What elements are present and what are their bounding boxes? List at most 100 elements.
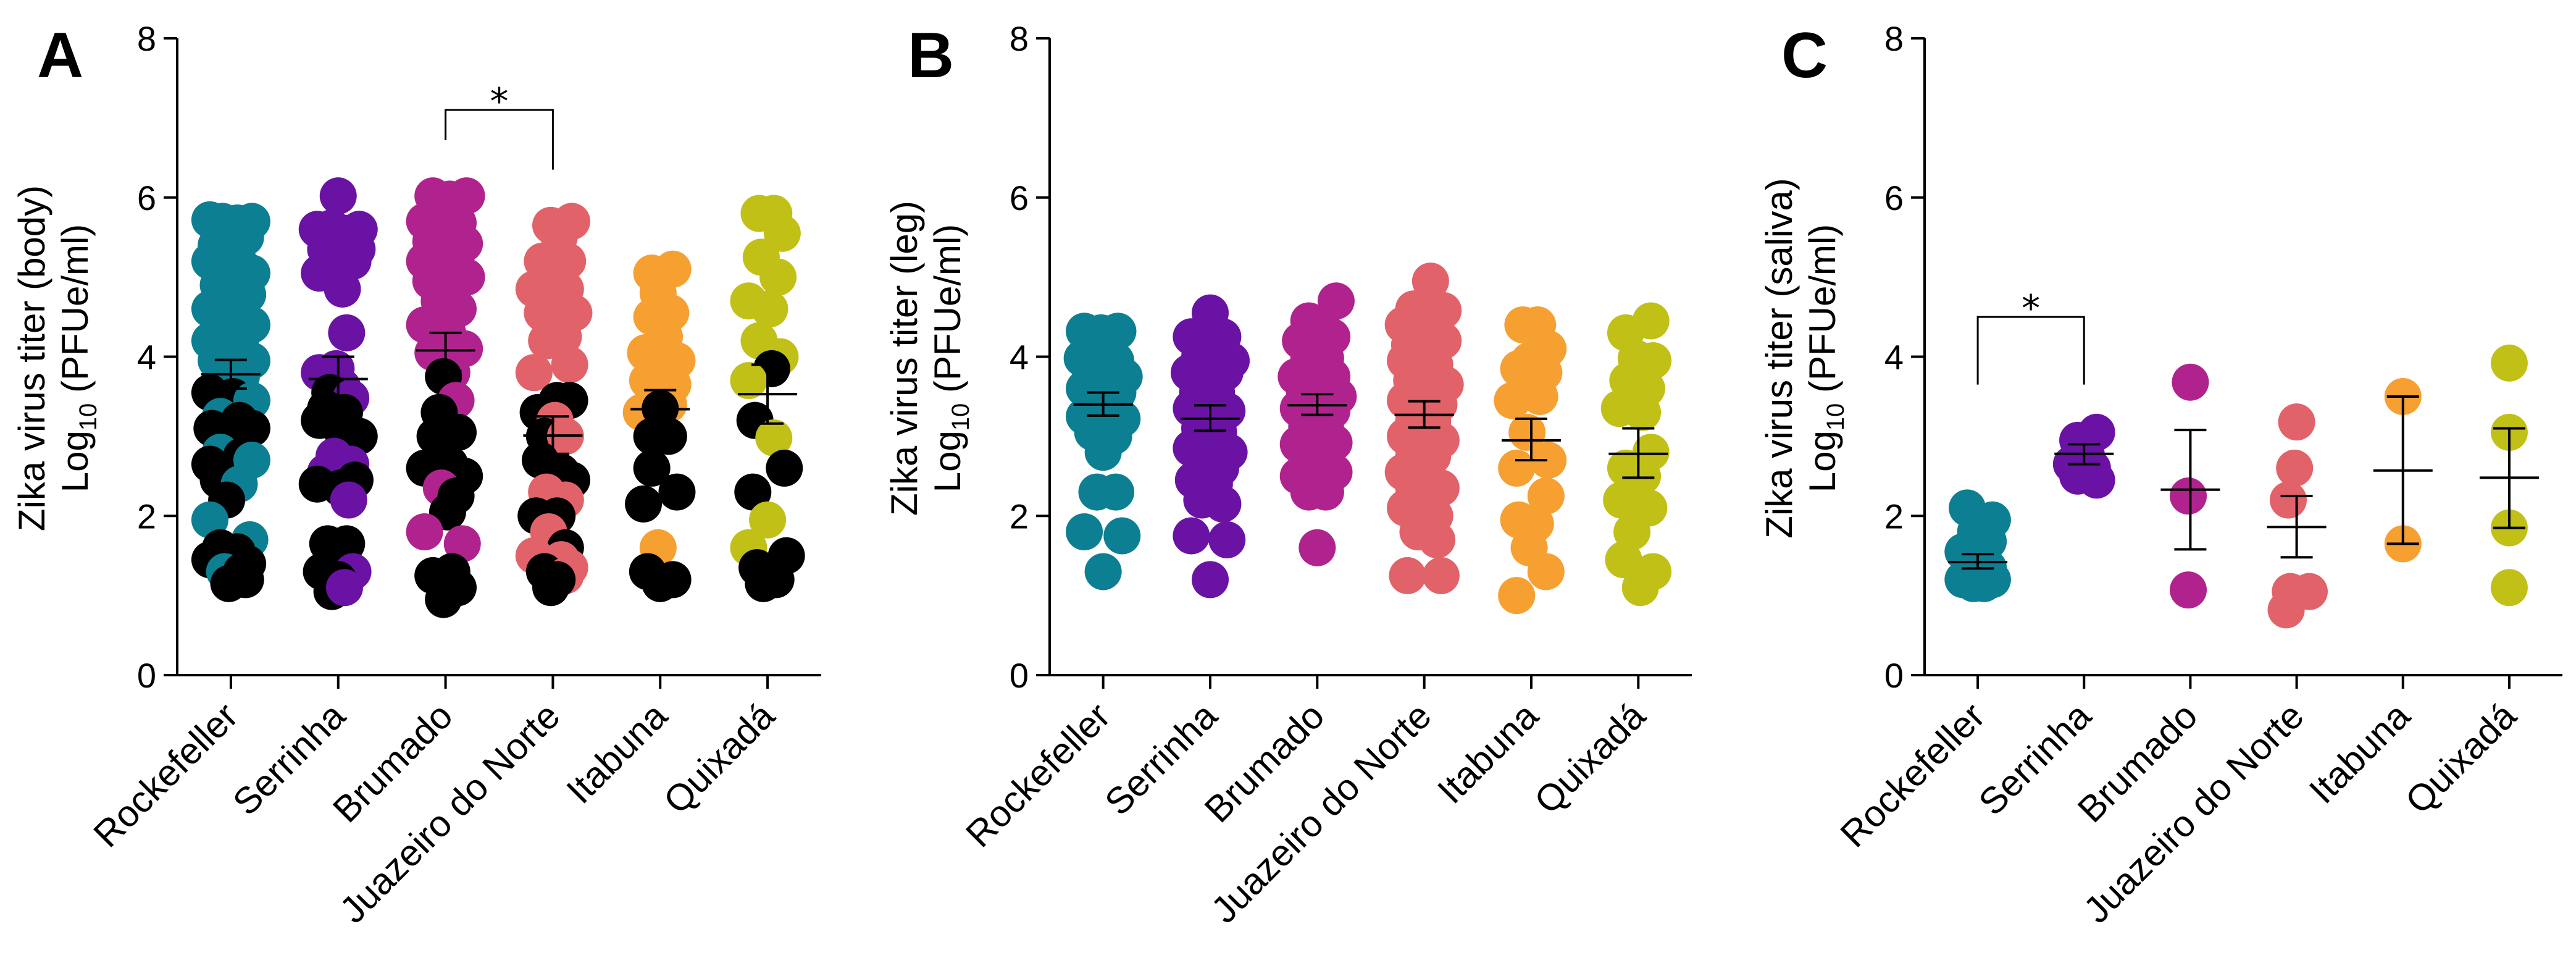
data-point [334,242,372,280]
mean-sem-bar [2160,429,2220,551]
data-point [2276,449,2314,487]
data-point [1103,517,1141,555]
data-point [1418,521,1456,558]
mean-sem-bar [416,331,475,372]
y-axis-label-units: Log10 (PFUe/ml) [927,224,974,493]
data-point [763,214,801,252]
mean-sem-bar [308,355,368,403]
y-tick-label: 8 [1884,19,1904,58]
mean-sem-bar [2373,395,2433,545]
data-point [340,418,378,455]
data-point [1411,263,1449,300]
mean-sem-bar [1948,553,2008,570]
y-tick-label: 2 [137,497,156,536]
panel-letter: B [908,20,954,91]
data-point [1204,485,1242,523]
data-point [650,418,687,455]
data-point [658,473,696,511]
mean-sem-bar [1287,393,1347,416]
panel-letter: C [1781,20,1828,91]
y-axis-label-unit: (PFUe/ml) [1802,224,1843,403]
data-point [1389,557,1426,594]
x-tick-label: Quixadá [2398,694,2525,822]
y-tick-label: 2 [1884,497,1904,536]
mean-sem-bar [1073,391,1133,417]
panel-a: A Zika virus titer (body) Log10 (PFUe/ml… [11,19,821,931]
data-point [2172,363,2209,401]
data-point [2490,569,2528,607]
significance-bracket [1976,316,2085,385]
y-tick-label: 6 [1010,179,1029,217]
significance-marker: ⁎ [2022,276,2040,317]
data-point [751,290,788,328]
data-point [545,318,582,356]
data-point [1605,541,1642,579]
data-point [324,270,361,308]
data-point [1621,569,1659,607]
data-point [551,346,588,384]
data-point [759,258,797,296]
data-point [325,569,363,607]
y-tick-label: 4 [137,338,156,377]
y-axis-label-log: Log [54,431,96,492]
data-point [2170,477,2207,515]
panel-c: C Zika virus titer (saliva) Log10 (PFUe/… [1758,19,2562,931]
data-point [448,258,485,296]
y-axis-label: Zika virus titer (body) [11,185,52,531]
data-point [1422,557,1460,594]
data-point [642,565,679,602]
y-axis-label-units: Log10 (PFUe/ml) [54,224,102,493]
y-tick-label: 8 [137,19,156,58]
data-point [1208,521,1246,558]
x-tick-label: Quixadá [656,694,783,822]
data-point [2078,461,2115,499]
panel-letter: A [37,20,83,91]
y-axis-label-line1: Zika virus titer (leg) [884,201,925,516]
x-tick-label: Quixadá [1526,694,1654,822]
data-point [1965,565,2003,602]
x-tick-label: Rockefeller [1833,695,1993,855]
y-tick-label: 8 [1010,19,1029,58]
data-point [1521,377,1558,415]
y-axis-label-subscript: 10 [947,403,974,431]
y-axis-label-subscript: 10 [1822,403,1849,431]
mean-sem-bar [738,363,798,425]
data-point [1097,473,1135,511]
data-point [1527,553,1565,591]
data-point [532,569,570,607]
data-point [1632,302,1670,340]
mean-sem-bar [2479,427,2539,529]
data-point [749,501,787,539]
data-point [755,419,793,456]
data-point [2170,571,2207,609]
data-point [2269,481,2307,519]
significance-bracket [445,109,554,170]
data-point [330,481,367,519]
data-point [439,413,477,451]
data-point [766,449,803,487]
mean-sem-bar [201,358,261,390]
data-point [319,177,357,215]
mean-sem-bar [630,389,690,430]
y-axis-label-unit: (PFUe/ml) [927,224,968,403]
mean-sem-bar [523,415,583,455]
data-point [2267,591,2305,629]
y-tick-label: 0 [1010,656,1029,695]
data-point [1624,457,1662,495]
data-point [1298,529,1336,566]
y-tick-label: 4 [1010,338,1029,377]
data-point [745,565,782,602]
data-point [1508,413,1546,451]
mean-sem-bar [1608,427,1668,479]
y-axis-label-line1: Zika virus titer (body) [11,185,52,531]
data-point [1624,393,1662,431]
data-point [328,314,366,351]
data-point [1066,513,1103,551]
y-axis-label-line1: Zika virus titer (saliva) [1758,178,1800,538]
data-point [1498,449,1536,487]
data-point [730,362,767,400]
significance-marker: ⁎ [490,69,509,111]
data-point [1498,577,1536,615]
y-tick-label: 0 [1884,656,1904,695]
panel-b: B Zika virus titer (leg) Log10 (PFUe/ml)… [884,19,1692,931]
